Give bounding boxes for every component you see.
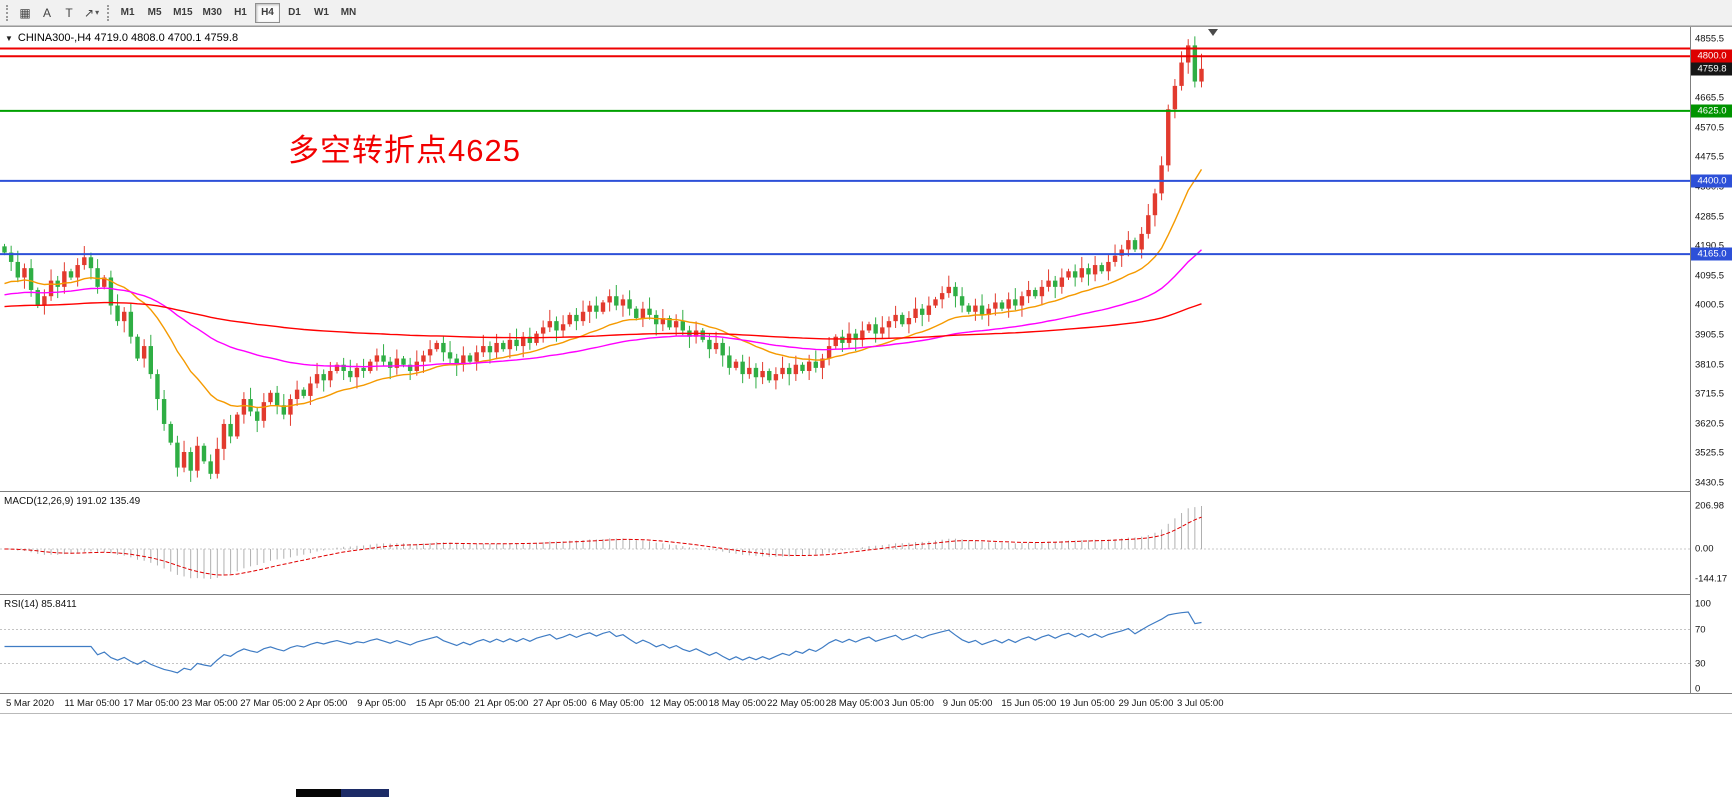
rsi-scale-label: 70 [1695,624,1706,635]
macd-signal-line [4,516,1202,576]
time-label: 11 Mar 05:00 [64,698,120,709]
time-label: 22 May 05:00 [767,698,825,709]
candles [2,36,1204,482]
timeframe-button-w1[interactable]: W1 [313,7,329,18]
timeframe-button-m5[interactable]: M5 [147,7,162,18]
price-tick: 4285.5 [1695,211,1725,223]
annotation-text[interactable]: 多空转折点4625 [288,133,521,168]
text-a-icon[interactable]: A [42,5,51,20]
timeframe-button-m1[interactable]: M1 [120,7,135,18]
price-tick: 4855.5 [1695,33,1725,45]
time-label: 29 Jun 05:00 [1118,698,1174,709]
chart-window[interactable]: ▼ CHINA300-,H4 4719.0 4808.0 4700.1 4759… [0,26,1732,714]
price-tick: 4095.5 [1695,270,1725,282]
chart-menu-icon[interactable]: ▼ [5,33,13,43]
time-label: 9 Apr 05:00 [357,698,406,709]
time-label: 5 Mar 2020 [6,698,55,709]
time-axis[interactable]: 5 Mar 2020 11 Mar 05:00 17 Mar 05:00 23 Mar… [0,693,1732,714]
price-tick: 3620.5 [1695,418,1725,430]
timeframe-group: M1 M5 M15 M30 H1 H4 D1 W1 MN [115,2,361,23]
time-label: 23 Mar 05:00 [181,698,238,709]
rsi-line [4,611,1202,674]
price-tick: 3810.5 [1695,359,1725,371]
ma-line-slow-red [4,301,1202,340]
price-tick: 3905.5 [1695,329,1725,341]
price-tick: 3715.5 [1695,388,1725,400]
dropdown-caret-icon: ▾ [95,8,100,17]
chart-shift-marker-icon[interactable] [1208,29,1218,36]
grid-icon[interactable]: ▦ [19,5,31,20]
price-tick: 4000.5 [1695,299,1725,311]
rsi-scale-label: 0 [1695,683,1701,695]
macd-scale-label: -144.17 [1695,573,1728,585]
price-tag-4400.0[interactable]: 4400.0 [1691,174,1732,188]
time-label: 2 Apr 05:00 [298,698,348,709]
time-label: 12 May 05:00 [650,698,708,709]
time-label: 28 May 05:00 [825,698,884,709]
time-label: 15 Jun 05:00 [1001,698,1057,709]
chart-title-text: CHINA300-,H4 4719.0 4808.0 4700.1 4759.8 [17,32,239,44]
time-label: 19 Jun 05:00 [1059,698,1115,709]
price-tick: 4190.5 [1695,240,1725,252]
timeframe-button-h1[interactable]: H1 [234,7,247,18]
time-label: 6 May 05:00 [591,698,644,709]
macd-label: MACD(12,26,9) 191.02 135.49 [4,496,141,507]
price-chart-svg[interactable] [0,27,1690,693]
rsi-label: RSI(14) 85.8411 [4,599,77,610]
timeframe-button-mn[interactable]: MN [340,7,357,18]
time-label: 27 Apr 05:00 [532,698,587,709]
toolbar: ▦ A T ↗ ▾ M1 M5 M15 M30 H1 H4 D1 W1 MN [0,0,1732,26]
price-tag-4625.0[interactable]: 4625.0 [1691,104,1732,118]
current-price-tag: 4759.8 [1691,62,1732,76]
price-tag-4165.0[interactable]: 4165.0 [1691,247,1732,261]
arrow-tools-icon[interactable]: ↗ ▾ [84,5,100,20]
screen-artifact-blue [341,789,389,797]
time-label: 15 Apr 05:00 [415,698,470,709]
price-tick: 4570.5 [1695,122,1725,134]
drawing-tools-group: ▦ A T ↗ ▾ [14,3,103,23]
rsi-scale-label: 100 [1695,598,1711,610]
price-tag-4800.0[interactable]: 4800.0 [1691,49,1732,63]
timeframe-button-h4[interactable]: H4 [254,2,280,23]
screen-artifact-dark [296,789,341,797]
ma-line-fast-orange [4,169,1203,409]
price-scale[interactable]: 4855.54665.54570.54475.54380.54285.54190… [1690,27,1732,695]
macd-scale-label: 0.00 [1695,543,1714,555]
pane-separator-macd[interactable] [0,491,1732,492]
time-label: 9 Jun 05:00 [942,698,993,709]
time-label: 21 Apr 05:00 [474,698,529,709]
macd-scale-label: 206.98 [1695,500,1725,512]
ma-line-medium-magenta [4,249,1202,368]
time-label: 27 Mar 05:00 [240,698,297,709]
price-tick: 3430.5 [1695,477,1725,489]
rsi-scale-label: 30 [1695,658,1706,669]
time-label: 3 Jun 05:00 [884,698,934,709]
time-label: 3 Jul 05:00 [1177,698,1224,709]
pane-separator-rsi[interactable] [0,594,1732,595]
price-tick: 4665.5 [1695,92,1725,104]
price-tick: 4475.5 [1695,151,1725,163]
price-tick: 3525.5 [1695,447,1725,459]
timeframe-button-d1[interactable]: D1 [288,7,301,18]
toolbar-grip-2[interactable] [107,4,111,21]
chart-title: ▼ CHINA300-,H4 4719.0 4808.0 4700.1 4759… [5,32,238,44]
time-label: 17 Mar 05:00 [123,698,180,709]
time-label: 18 May 05:00 [708,698,767,709]
timeframe-button-m30[interactable]: M30 [202,7,222,18]
text-label-icon[interactable]: T [65,5,73,20]
timeframe-button-m15[interactable]: M15 [173,7,193,18]
toolbar-grip[interactable] [6,4,10,21]
